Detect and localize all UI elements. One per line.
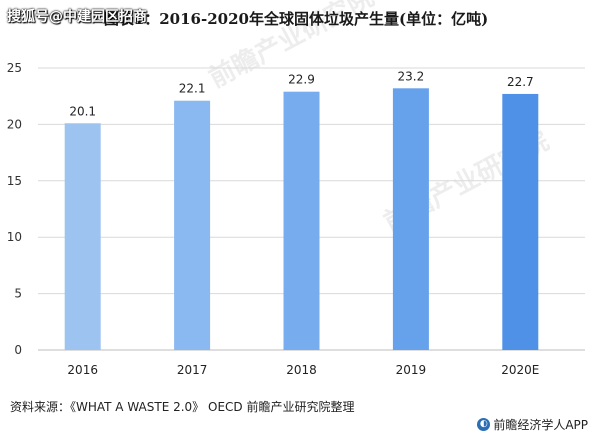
chart-title: 图表1：2016-2020年全球固体垃圾产生量(单位：亿吨): [103, 10, 489, 28]
data-label: 22.9: [288, 73, 315, 87]
footer-brand: ◐ 前瞻经济学人APP: [477, 416, 588, 433]
bar: [64, 123, 101, 350]
data-label: 22.1: [179, 82, 206, 96]
y-tick-label: 10: [7, 230, 22, 244]
data-label: 23.2: [398, 69, 425, 83]
y-tick-label: 25: [7, 61, 22, 75]
bar: [283, 91, 320, 351]
y-axis-ticks: 0 5 10 15 20 25: [7, 61, 22, 357]
y-tick-label: 5: [14, 287, 22, 301]
x-tick-label: 2020E: [501, 363, 539, 377]
x-tick-label: 2017: [177, 363, 208, 377]
x-tick-label: 2018: [286, 363, 317, 377]
bars: [64, 88, 539, 351]
y-tick-label: 20: [7, 117, 22, 131]
x-tick-label: 2019: [396, 363, 427, 377]
data-label: 22.7: [507, 75, 534, 89]
source-note: 资料来源：《WHAT A WASTE 2.0》 OECD 前瞻产业研究院整理: [10, 400, 355, 414]
qianzhan-logo-icon: ◐: [477, 418, 491, 431]
data-label: 20.1: [69, 104, 96, 118]
brand-label: 前瞻经济学人APP: [493, 418, 588, 432]
source-overlay-tag: 搜狐号@中建园区招商: [7, 9, 147, 25]
y-tick-label: 15: [7, 174, 22, 188]
x-axis-ticks: 2016 2017 2018 2019 2020E: [67, 363, 539, 377]
x-tick-label: 2016: [67, 363, 98, 377]
data-labels: 20.1 22.1 22.9 23.2 22.7: [69, 69, 533, 118]
bar: [392, 88, 429, 350]
bar: [174, 100, 211, 350]
y-tick-label: 0: [14, 343, 22, 357]
bar: [502, 93, 539, 350]
